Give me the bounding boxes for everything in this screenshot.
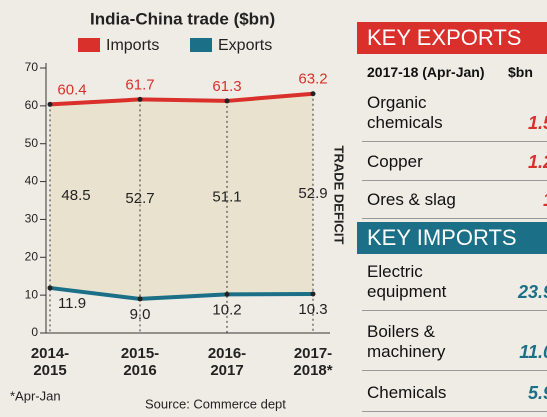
value-label: 61.3 [212, 78, 241, 95]
row-value: 11.0 [519, 342, 547, 362]
chart: India-China trade ($bn) Imports Exports 0 1… [10, 9, 347, 411]
x-tick-label: 2015- 2016 [120, 345, 160, 379]
separator [362, 310, 547, 311]
y-tick-label: 10 [25, 287, 39, 301]
point [137, 96, 143, 102]
series-line [49, 91, 314, 107]
row-label: Organic chemicals [367, 93, 443, 132]
deficit-label: 52.9 [298, 185, 327, 202]
unit: $bn [508, 64, 533, 80]
point [224, 291, 230, 297]
y-tick-label: 60 [25, 98, 39, 112]
value-label: 9.0 [130, 306, 151, 323]
source: Source: Commerce dept [145, 396, 286, 411]
imports-header: KEY IMPORTS [357, 222, 547, 254]
x-tick-label: 2016- 2017 [207, 345, 247, 379]
legend-label: Exports [218, 37, 272, 54]
row-value: 1 [543, 190, 547, 211]
value-label: 60.4 [57, 81, 86, 98]
separator [362, 180, 547, 181]
value-label: 10.3 [298, 301, 327, 318]
point [47, 285, 53, 291]
y-tick-label: 50 [25, 136, 39, 150]
point [224, 98, 230, 104]
value-label: 11.9 [58, 295, 86, 312]
legend-swatch [78, 38, 100, 52]
value-label: 61.7 [125, 76, 154, 93]
deficit-label: 52.7 [125, 190, 154, 207]
value-label: 10.2 [212, 301, 241, 318]
legend-label: Imports [106, 37, 159, 54]
value-label: 63.2 [298, 71, 327, 88]
series-line [49, 285, 314, 301]
chart-title: India-China trade ($bn) [90, 9, 275, 28]
separator [362, 411, 547, 412]
note: *Apr-Jan [10, 388, 61, 403]
point [310, 91, 316, 97]
row-value: 23.9 [517, 282, 547, 302]
x-tick-label: 2017- 2018* [293, 345, 333, 379]
separator [362, 370, 547, 371]
x-tick-label: 2014- 2015 [30, 345, 70, 379]
row-label: Electric equipment [367, 262, 447, 301]
row-value: 5.9 [527, 383, 547, 403]
point [137, 296, 143, 302]
y-tick-label: 20 [25, 249, 39, 263]
row-label: Boilers & machinery [367, 322, 446, 361]
deficit-label: 51.1 [212, 189, 241, 206]
row-label: Copper [367, 152, 423, 171]
deficit-area [50, 93, 313, 299]
row-label: Ores & slag [367, 190, 456, 209]
separator [362, 141, 547, 142]
row-value: 1.2 [527, 152, 547, 172]
row-label: Chemicals [367, 383, 447, 402]
exports-header: KEY EXPORTS [357, 22, 547, 54]
row-value: 1.5 [527, 113, 547, 133]
deficit-title: TRADE DEFICIT [332, 146, 347, 245]
y-tick-label: 70 [25, 60, 39, 74]
y-tick-label: 40 [25, 174, 39, 188]
y-tick-label: 30 [25, 212, 39, 226]
point [310, 291, 316, 297]
y-tick-label: 0 [31, 325, 38, 339]
period: 2017-18 (Apr-Jan) [367, 64, 485, 80]
separator [362, 218, 547, 219]
legend-swatch [190, 38, 212, 52]
deficit-label: 48.5 [61, 187, 90, 204]
point [47, 101, 53, 107]
